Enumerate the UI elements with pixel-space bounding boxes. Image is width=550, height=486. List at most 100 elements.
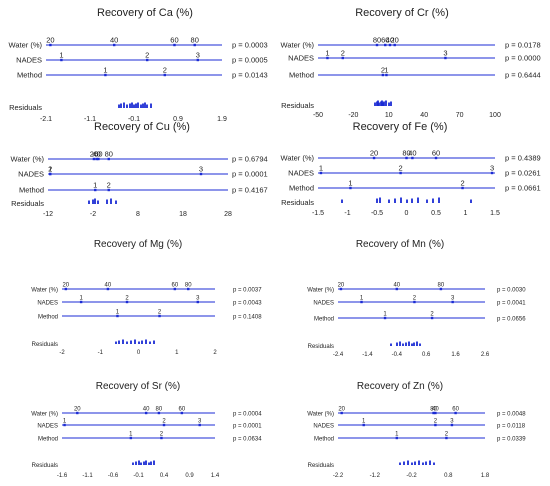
p-value: p = 0.0001 — [233, 424, 262, 430]
p-value: p = 0.0178 — [505, 41, 541, 50]
p-value: p = 0.0634 — [233, 437, 262, 443]
level-label: 20 — [338, 283, 345, 289]
level-point — [173, 287, 177, 291]
residual-mark — [135, 103, 137, 108]
x-tick-label: 1 — [175, 350, 179, 356]
factor-label: NADES — [313, 424, 334, 430]
level-point — [445, 436, 448, 440]
x-tick-label: -50 — [313, 112, 323, 119]
level-label: 1 — [319, 164, 323, 173]
x-tick-label: 10 — [385, 112, 393, 119]
level-label: 20 — [338, 407, 345, 413]
x-tick-label: 18 — [179, 211, 187, 218]
residual-mark — [97, 200, 99, 204]
p-value: p = 0.0656 — [497, 317, 526, 323]
level-label: 20 — [46, 36, 54, 45]
level-point — [199, 172, 203, 176]
factor-label: NADES — [288, 169, 314, 178]
p-value: p = 0.0030 — [497, 288, 526, 294]
p-value: p = 0.0261 — [505, 169, 541, 178]
level-point — [319, 171, 323, 175]
p-value: p = 0.4389 — [505, 154, 541, 163]
level-label: 1 — [59, 51, 63, 60]
p-value: p = 0.0043 — [233, 301, 262, 307]
residual-mark — [383, 101, 385, 106]
level-point — [49, 172, 52, 176]
residual-mark — [403, 461, 405, 465]
level-label: 1 — [63, 419, 67, 425]
level-point — [388, 43, 392, 47]
factor-label: Method — [289, 71, 314, 80]
residual-mark — [138, 460, 140, 465]
residual-mark — [380, 101, 382, 106]
p-value: p = 0.0339 — [497, 437, 526, 443]
level-label: 2 — [445, 432, 449, 438]
p-value: p = 0.0048 — [497, 412, 526, 418]
factor-label: Water (%) — [307, 412, 334, 418]
level-point — [451, 300, 454, 304]
x-tick-label: 0 — [137, 350, 141, 356]
x-tick-label: -2.1 — [40, 116, 52, 123]
residual-mark — [115, 341, 117, 344]
level-label: 3 — [196, 296, 200, 302]
level-point — [193, 43, 196, 47]
residuals-label: Residuals — [9, 103, 42, 112]
residual-mark — [142, 103, 144, 108]
level-label: 1 — [384, 66, 388, 75]
residual-mark — [408, 341, 410, 346]
residual-mark — [400, 197, 402, 203]
x-tick-label: -2 — [59, 350, 65, 356]
x-tick-label: 1.9 — [217, 116, 227, 123]
factor-label: Water (%) — [281, 154, 315, 163]
residual-mark — [120, 103, 122, 108]
level-point — [95, 157, 98, 161]
residual-mark — [388, 199, 390, 203]
level-point — [395, 436, 398, 440]
factor-label: Method — [19, 186, 44, 195]
p-value: p = 0.0005 — [232, 56, 268, 65]
residual-mark — [376, 198, 378, 203]
factor-label: Water (%) — [281, 41, 315, 50]
x-tick-label: 8 — [136, 211, 140, 218]
level-point — [341, 56, 344, 60]
residual-mark — [388, 102, 390, 106]
residual-mark — [130, 340, 132, 344]
x-tick-label: -0.2 — [406, 473, 417, 479]
residual-mark — [126, 104, 128, 108]
x-tick-label: -20 — [348, 112, 358, 119]
level-point — [162, 423, 166, 427]
level-point — [196, 300, 199, 304]
residual-mark — [148, 462, 150, 465]
chart-title: Recovery of Cu (%) — [94, 121, 190, 133]
residual-mark — [129, 103, 131, 108]
residual-mark — [150, 103, 152, 108]
level-point — [160, 436, 163, 440]
residual-mark — [131, 102, 133, 108]
level-label: 40 — [386, 36, 394, 45]
residuals-label: Residuals — [308, 463, 334, 469]
residual-mark — [122, 339, 124, 344]
residual-mark — [377, 100, 379, 106]
level-point — [444, 56, 447, 60]
residual-mark — [138, 341, 140, 344]
p-value: p = 0.4167 — [232, 186, 268, 195]
level-label: 2 — [413, 296, 417, 302]
residual-mark — [394, 198, 396, 203]
level-point — [349, 186, 352, 190]
level-point — [432, 411, 435, 415]
level-point — [158, 314, 161, 318]
level-label: 2 — [158, 310, 162, 316]
level-point — [113, 43, 116, 47]
residual-mark — [402, 343, 404, 346]
factor-label: NADES — [313, 301, 334, 307]
factor-label: Method — [38, 437, 58, 443]
level-label: 2 — [162, 419, 166, 425]
level-point — [97, 157, 100, 161]
panel-recovery-of-ca: Recovery of Ca (%) Water (%) p = 0.0003 20 4… — [9, 7, 268, 123]
x-tick-label: 0.9 — [173, 116, 183, 123]
level-point — [157, 411, 161, 415]
x-tick-label: 1.4 — [211, 473, 220, 479]
x-tick-label: -1 — [98, 350, 104, 356]
level-point — [439, 287, 443, 291]
